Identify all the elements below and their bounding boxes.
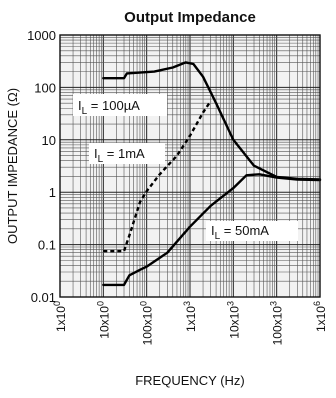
y-tick-labels: 1000 100 10 1 0.1 0.01: [27, 28, 56, 305]
y-tick-label: 1000: [27, 28, 56, 43]
x-tick-label: 10x103: [225, 301, 241, 339]
curve-100ua: [102, 61, 322, 181]
label-box: [89, 143, 165, 164]
plot-frame: [59, 34, 321, 298]
x-tick-labels: 1x100 10x100 100x100 1x103 10x103 100x103 1x10…: [52, 301, 328, 345]
series-label-text: IL = 100µA: [78, 98, 140, 117]
y-tick-label: 1: [49, 185, 56, 200]
series-label-text: IL = 1mA: [94, 146, 145, 165]
y-tick-label: 10: [42, 133, 56, 148]
curve-1ma: [103, 100, 212, 253]
label-1ma: IL = 1mA: [89, 143, 165, 165]
y-tick-label: 0.01: [31, 290, 56, 305]
label-box: [206, 221, 298, 241]
x-tick-label: 100x103: [269, 301, 285, 345]
x-tick-label: 1x106: [312, 301, 328, 332]
x-tick-label: 100x100: [139, 301, 155, 345]
x-tick-label: 1x103: [182, 301, 198, 332]
series-labels: IL = 100µA IL = 1mA IL = 50mA: [73, 94, 298, 242]
y-tick-label: 0.1: [38, 238, 56, 253]
curve-50ma: [102, 173, 322, 287]
y-tick-label: 100: [34, 80, 56, 95]
x-tick-label: 1x100: [52, 301, 68, 332]
chart-title: Output Impedance: [124, 9, 256, 26]
x-tick-label: 10x100: [95, 301, 111, 339]
series-label-text: IL = 50mA: [211, 223, 269, 242]
label-100ua: IL = 100µA: [73, 94, 167, 117]
curves: [102, 61, 322, 287]
label-box: [73, 94, 167, 116]
label-50ma: IL = 50mA: [206, 221, 298, 242]
grid: [59, 35, 320, 298]
x-axis-label: FREQUENCY (Hz): [135, 373, 245, 388]
y-axis-label: OUTPUT IMPEDANCE (Ω): [5, 88, 20, 244]
